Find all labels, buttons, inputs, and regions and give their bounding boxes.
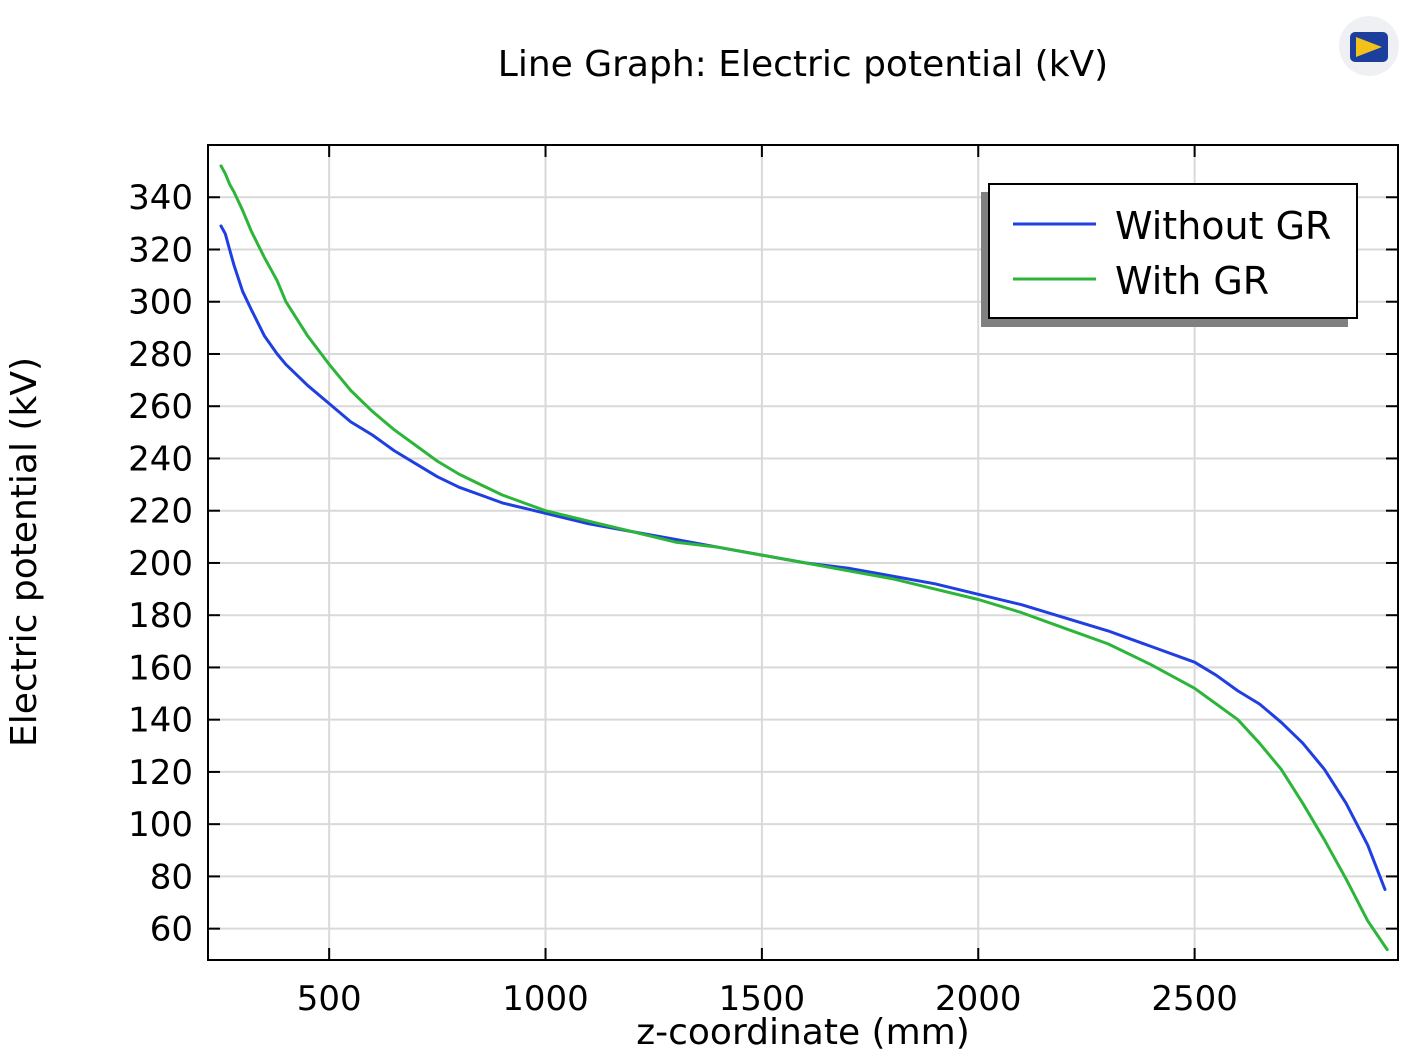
x-tick-label: 2500 bbox=[1151, 979, 1238, 1019]
y-tick-label: 300 bbox=[128, 283, 193, 323]
app-logo-icon bbox=[1339, 16, 1399, 76]
y-tick-label: 100 bbox=[128, 805, 193, 845]
x-tick-labels: 500 1000 1500 2000 2500 bbox=[297, 979, 1238, 1019]
x-tick-label: 1000 bbox=[502, 979, 589, 1019]
y-tick-label: 240 bbox=[128, 439, 193, 479]
plot-area-frame bbox=[207, 144, 1399, 961]
chart-legend: Without GR With GR bbox=[981, 183, 1358, 327]
legend-label-with-gr: With GR bbox=[1115, 259, 1269, 303]
grid-lines bbox=[208, 145, 1398, 960]
y-tick-label: 220 bbox=[128, 492, 193, 532]
x-axis-title: z-coordinate (mm) bbox=[636, 1012, 970, 1053]
y-tick-label: 120 bbox=[128, 753, 193, 793]
y-axis-title: Electric potential (kV) bbox=[4, 357, 45, 747]
x-tick-label: 1500 bbox=[719, 979, 806, 1019]
y-tick-label: 280 bbox=[128, 335, 193, 375]
y-tick-label: 80 bbox=[150, 857, 193, 897]
y-tick-label: 160 bbox=[128, 648, 193, 688]
series-lines bbox=[219, 164, 1389, 952]
axis-ticks bbox=[208, 145, 1398, 960]
x-tick-label: 2000 bbox=[935, 979, 1022, 1019]
series-line-with-gr bbox=[219, 164, 1389, 952]
y-tick-label: 260 bbox=[128, 387, 193, 427]
legend-box bbox=[988, 183, 1358, 319]
chart-title: Line Graph: Electric potential (kV) bbox=[498, 44, 1108, 85]
y-tick-label: 140 bbox=[128, 701, 193, 741]
y-tick-label: 60 bbox=[150, 910, 193, 950]
legend-label-without-gr: Without GR bbox=[1115, 204, 1331, 248]
y-tick-label: 340 bbox=[128, 178, 193, 218]
y-tick-label: 180 bbox=[128, 596, 193, 636]
y-tick-label: 320 bbox=[128, 230, 193, 270]
y-tick-label: 200 bbox=[128, 544, 193, 584]
y-tick-labels: 60 80 100 120 140 160 180 200 220 240 260 280 300 320… bbox=[128, 178, 193, 949]
x-tick-label: 500 bbox=[297, 979, 362, 1019]
